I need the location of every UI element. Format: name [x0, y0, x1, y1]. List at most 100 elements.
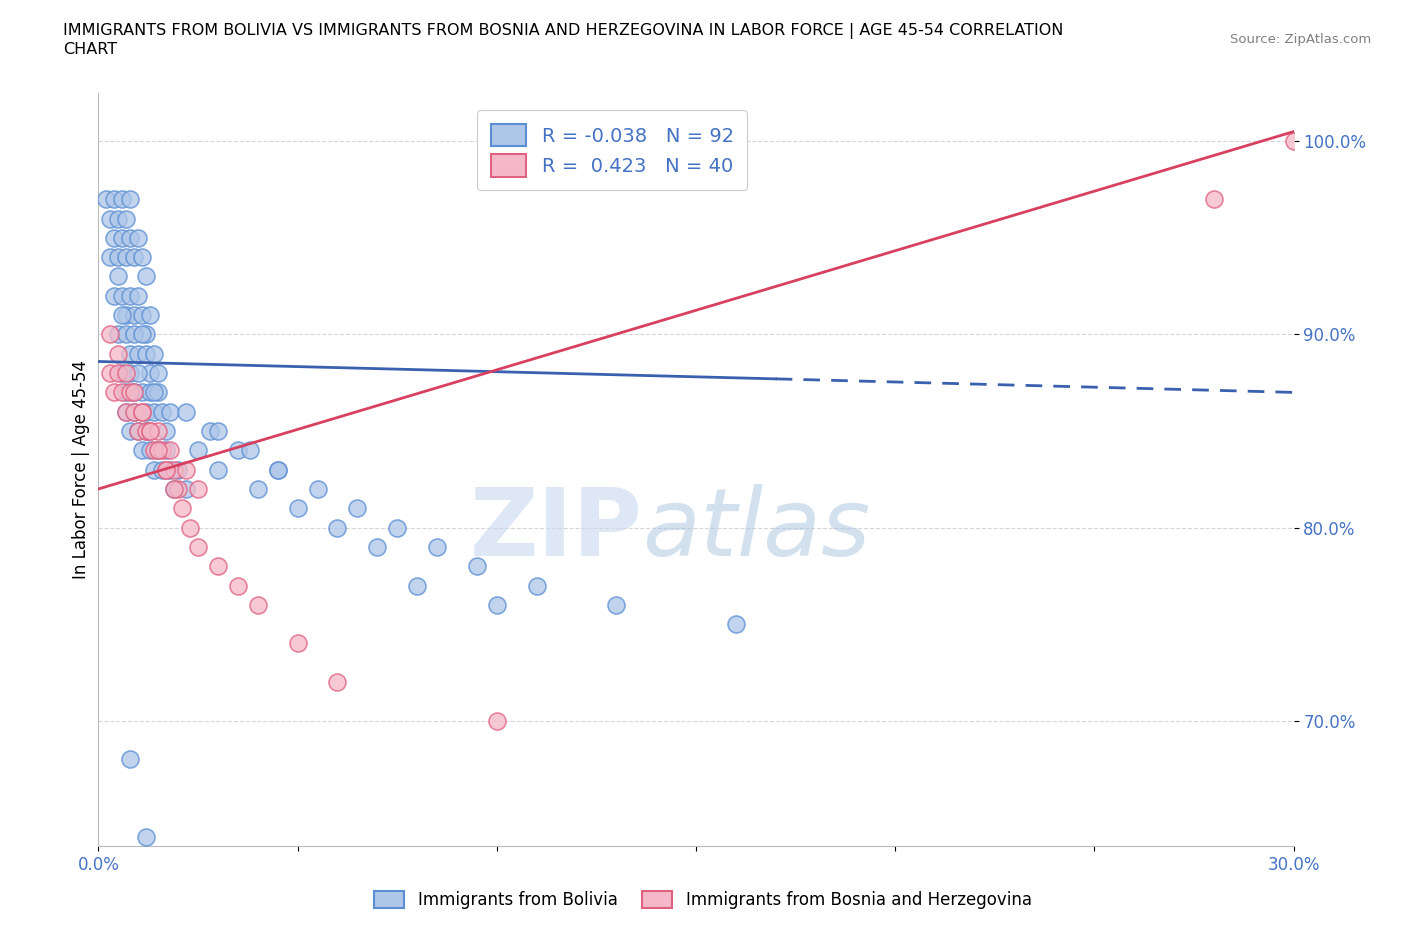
Point — [307, 482, 329, 497]
Text: Source: ZipAtlas.com: Source: ZipAtlas.com — [1230, 33, 1371, 46]
Point — [139, 365, 162, 380]
Point — [124, 308, 146, 323]
Point — [115, 405, 138, 419]
Point — [107, 269, 129, 284]
Point — [150, 405, 173, 419]
Point — [115, 385, 138, 400]
Y-axis label: In Labor Force | Age 45-54: In Labor Force | Age 45-54 — [72, 360, 90, 579]
Point — [167, 482, 190, 497]
Point — [485, 597, 508, 612]
Point — [111, 385, 134, 400]
Point — [155, 462, 177, 477]
Point — [115, 365, 138, 380]
Point — [98, 365, 122, 380]
Point — [131, 385, 153, 400]
Point — [107, 365, 129, 380]
Point — [135, 327, 157, 342]
Point — [135, 423, 157, 438]
Text: atlas: atlas — [643, 485, 870, 576]
Point — [98, 250, 122, 265]
Point — [107, 250, 129, 265]
Point — [98, 327, 122, 342]
Point — [139, 423, 162, 438]
Point — [103, 288, 125, 303]
Point — [159, 462, 181, 477]
Point — [111, 231, 134, 246]
Point — [115, 250, 138, 265]
Point — [131, 327, 153, 342]
Point — [111, 288, 134, 303]
Point — [207, 423, 229, 438]
Point — [120, 346, 142, 361]
Point — [187, 443, 209, 458]
Point — [127, 346, 149, 361]
Point — [103, 192, 125, 206]
Point — [135, 405, 157, 419]
Point — [107, 211, 129, 226]
Point — [246, 482, 269, 497]
Point — [107, 327, 129, 342]
Point — [406, 578, 429, 593]
Point — [135, 346, 157, 361]
Point — [148, 423, 170, 438]
Point — [115, 405, 138, 419]
Point — [150, 443, 173, 458]
Point — [287, 636, 309, 651]
Point — [131, 308, 153, 323]
Point — [163, 462, 186, 477]
Point — [187, 482, 209, 497]
Point — [120, 192, 142, 206]
Point — [143, 346, 166, 361]
Point — [485, 713, 508, 728]
Point — [246, 597, 269, 612]
Point — [127, 365, 149, 380]
Point — [239, 443, 262, 458]
Text: CHART: CHART — [63, 42, 117, 57]
Point — [159, 405, 181, 419]
Point — [139, 308, 162, 323]
Point — [346, 501, 368, 516]
Point — [120, 288, 142, 303]
Point — [148, 365, 170, 380]
Point — [124, 405, 146, 419]
Point — [131, 405, 153, 419]
Point — [127, 423, 149, 438]
Point — [326, 674, 349, 689]
Point — [155, 423, 177, 438]
Point — [155, 443, 177, 458]
Legend: Immigrants from Bolivia, Immigrants from Bosnia and Herzegovina: Immigrants from Bolivia, Immigrants from… — [366, 883, 1040, 917]
Point — [155, 462, 177, 477]
Point — [135, 830, 157, 844]
Point — [131, 405, 153, 419]
Point — [226, 578, 249, 593]
Point — [148, 443, 170, 458]
Point — [124, 250, 146, 265]
Point — [167, 462, 190, 477]
Point — [139, 443, 162, 458]
Point — [124, 385, 146, 400]
Point — [724, 617, 747, 631]
Point — [172, 501, 194, 516]
Point — [605, 597, 627, 612]
Point — [159, 443, 181, 458]
Point — [124, 405, 146, 419]
Point — [143, 462, 166, 477]
Point — [1282, 134, 1305, 149]
Point — [111, 308, 134, 323]
Point — [207, 559, 229, 574]
Point — [526, 578, 548, 593]
Point — [111, 365, 134, 380]
Point — [127, 231, 149, 246]
Point — [143, 405, 166, 419]
Point — [103, 385, 125, 400]
Point — [426, 539, 449, 554]
Point — [111, 192, 134, 206]
Point — [120, 231, 142, 246]
Point — [187, 539, 209, 554]
Point — [127, 288, 149, 303]
Point — [103, 231, 125, 246]
Point — [287, 501, 309, 516]
Point — [115, 211, 138, 226]
Point — [163, 482, 186, 497]
Point — [267, 462, 290, 477]
